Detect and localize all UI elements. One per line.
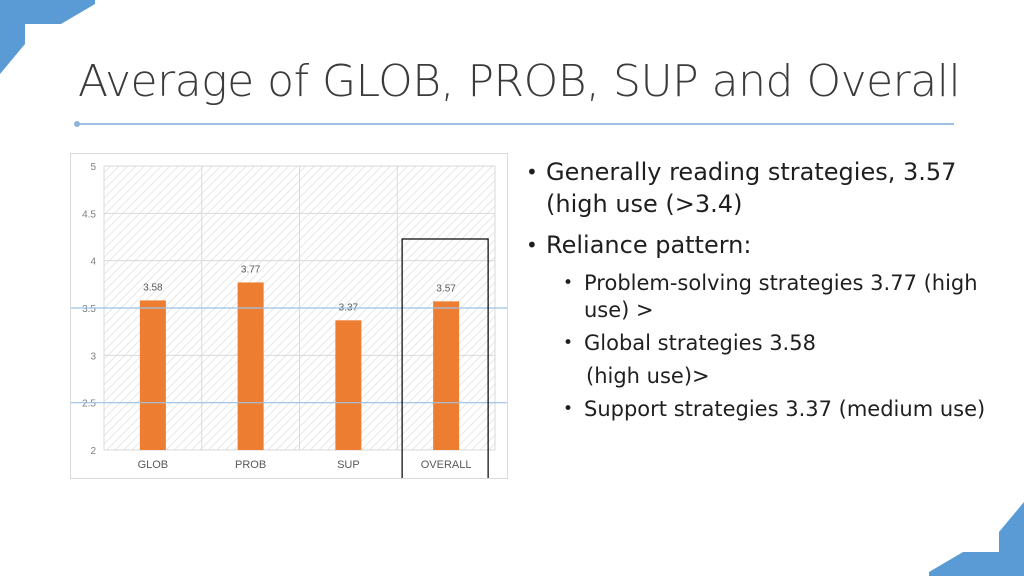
bar-glob <box>139 300 166 450</box>
x-category-label: OVERALL <box>421 459 472 471</box>
y-tick-label: 3.5 <box>82 304 96 315</box>
bullet-text: Generally reading strategies, 3.57 (high… <box>546 158 957 218</box>
bullet-dot: • <box>563 273 574 293</box>
y-tick-label: 4.5 <box>82 209 96 220</box>
sub-bullet-continuation: (high use)> <box>586 364 710 388</box>
sub-bullet-item: • Support strategies 3.37 (medium use) <box>526 396 1006 423</box>
title-underline-dot <box>74 121 80 127</box>
bullet-dot: • <box>526 233 538 257</box>
bullet-dot: • <box>563 399 574 419</box>
y-tick-label: 5 <box>90 162 96 173</box>
x-category-label: GLOB <box>138 459 169 471</box>
bullet-item: • Generally reading strategies, 3.57 (hi… <box>526 156 1006 220</box>
bullet-item: • Reliance pattern: <box>526 229 1006 261</box>
bar-overall <box>433 301 460 450</box>
y-tick-label: 2.5 <box>82 399 96 410</box>
sub-bullet-text: Global strategies 3.58 <box>584 331 816 355</box>
title-underline <box>76 123 954 125</box>
highlight-box <box>401 238 489 478</box>
sub-bullet-item: • Global strategies 3.58 (high use)> <box>526 330 1006 390</box>
chart-svg: 22.533.544.553.58GLOB3.77PROB3.37SUP3.57… <box>71 162 507 478</box>
corner-decoration-top-left <box>0 0 95 74</box>
sub-bullet-item: • Problem-solving strategies 3.77 (high … <box>526 270 1006 324</box>
data-label: 3.57 <box>436 283 456 294</box>
bar-prob <box>237 282 264 450</box>
corner-decoration-bottom-right <box>929 502 1024 576</box>
bullet-list: • Generally reading strategies, 3.57 (hi… <box>526 156 1006 429</box>
sub-bullet-text: Problem-solving strategies 3.77 (high us… <box>584 271 978 322</box>
y-tick-label: 3 <box>90 351 96 362</box>
x-category-label: PROB <box>235 459 266 471</box>
x-category-label: SUP <box>337 459 360 471</box>
data-label: 3.58 <box>143 282 163 293</box>
slide-title: Average of GLOB, PROB, SUP and Overall <box>78 56 961 107</box>
data-label: 3.77 <box>241 264 261 275</box>
bullet-dot: • <box>563 333 574 353</box>
bar-sup <box>335 320 362 450</box>
y-tick-label: 2 <box>90 446 96 457</box>
sub-bullet-text: Support strategies 3.37 (medium use) <box>584 397 986 421</box>
bullet-dot: • <box>526 160 538 184</box>
bar-chart: 2 2.5 3 3.5 4 4.5 5 3.58 GLOB 3.77 PROB 3.37 SUP 3.57… <box>70 153 508 479</box>
bullet-text: Reliance pattern: <box>546 231 752 259</box>
y-tick-label: 4 <box>90 257 96 268</box>
